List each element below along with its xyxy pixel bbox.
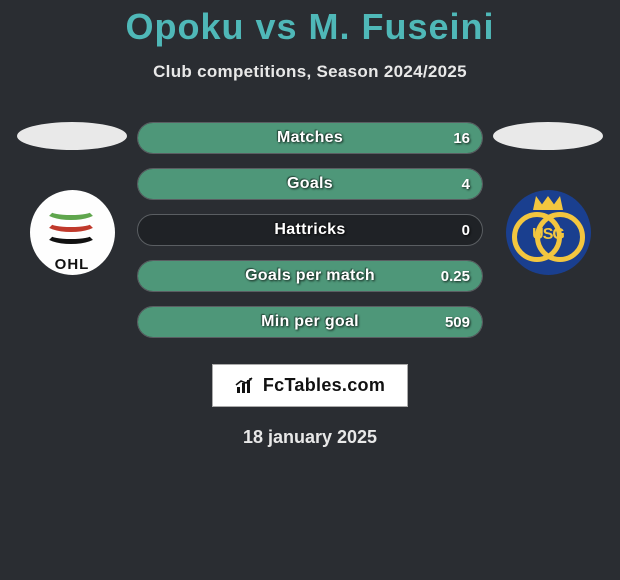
stat-bars: Matches16 Goals4 Hattricks0 Goals per match… (137, 122, 483, 338)
brand-text: FcTables.com (263, 375, 385, 396)
stat-row: Goals per match0.25 (137, 260, 483, 292)
brand-chart-icon (235, 377, 257, 395)
left-club-logo: OHL (30, 190, 115, 275)
date-line: 18 january 2025 (243, 427, 377, 448)
stat-value-right: 4 (462, 176, 470, 193)
stat-row: Hattricks0 (137, 214, 483, 246)
stat-value-right: 0.25 (441, 268, 470, 285)
stat-value-right: 509 (445, 314, 470, 331)
stat-label: Matches (138, 129, 482, 147)
stat-row: Goals4 (137, 168, 483, 200)
right-club-logo: USG (506, 190, 591, 275)
page-title: Opoku vs M. Fuseini (125, 6, 494, 48)
left-player-column: OHL (7, 122, 137, 275)
right-club-short: USG (506, 226, 591, 244)
stat-label: Min per goal (138, 313, 482, 331)
left-player-avatar-placeholder (17, 122, 127, 150)
stat-row: Matches16 (137, 122, 483, 154)
stat-label: Goals per match (138, 267, 482, 285)
stat-value-right: 16 (453, 130, 470, 147)
crown-icon (533, 196, 563, 210)
stat-value-right: 0 (462, 222, 470, 239)
page-subtitle: Club competitions, Season 2024/2025 (153, 62, 467, 82)
right-player-avatar-placeholder (493, 122, 603, 150)
left-club-short: OHL (30, 256, 115, 273)
stat-label: Hattricks (138, 221, 482, 239)
right-player-column: USG (483, 122, 613, 275)
comparison-main: OHL Matches16 Goals4 Hattricks0 Goals per m… (0, 122, 620, 338)
stat-label: Goals (138, 175, 482, 193)
brand-link[interactable]: FcTables.com (212, 364, 408, 407)
stat-row: Min per goal509 (137, 306, 483, 338)
